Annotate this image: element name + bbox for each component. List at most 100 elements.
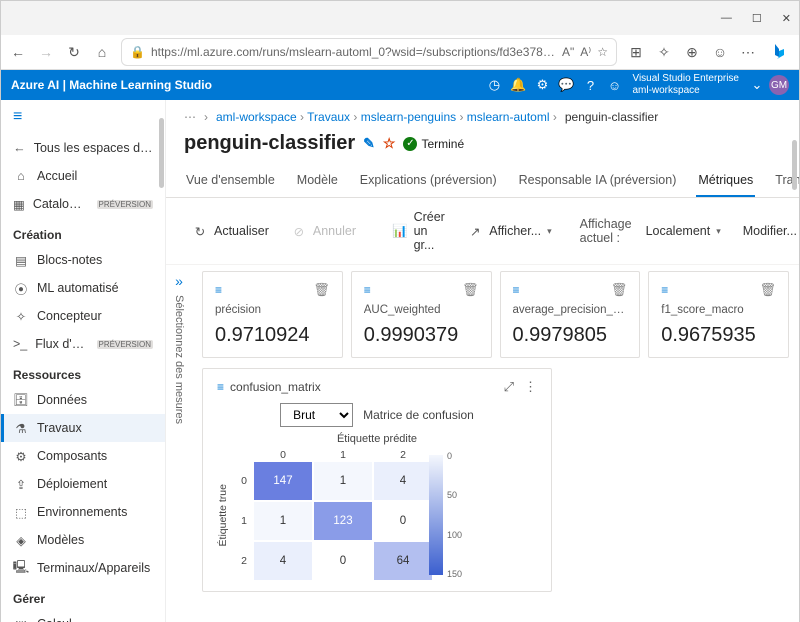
confusion-subtitle: Matrice de confusion bbox=[363, 408, 474, 422]
menu-toggle-icon[interactable]: ≡ bbox=[1, 100, 165, 134]
card-more-icon[interactable]: ⋮ bbox=[524, 379, 537, 395]
avatar[interactable]: GM bbox=[769, 75, 789, 95]
tab-1[interactable]: Modèle bbox=[295, 165, 340, 197]
forward-button[interactable]: → bbox=[37, 44, 55, 60]
smiley-icon[interactable]: ☺ bbox=[602, 78, 626, 93]
models-icon: ◈ bbox=[13, 532, 29, 548]
home-button[interactable]: ⌂ bbox=[93, 44, 111, 60]
measure-picker[interactable]: » Sélectionnez des mesures bbox=[166, 265, 192, 622]
more-icon[interactable]: ⋯ bbox=[739, 44, 757, 61]
row-header: 2 bbox=[235, 555, 253, 567]
sidebar-item-catalog[interactable]: ▦Catalogue de...PRÉVERSION bbox=[1, 190, 165, 218]
group-resources: Ressources bbox=[1, 358, 165, 386]
settings-icon[interactable]: ⚙ bbox=[530, 77, 554, 93]
metric-type-icon: ≡ bbox=[215, 283, 222, 297]
breadcrumb-link[interactable]: aml-workspace bbox=[216, 110, 297, 124]
terminals-icon: 🖳 bbox=[13, 560, 29, 576]
sidebar-item-home[interactable]: ⌂Accueil bbox=[1, 162, 165, 190]
measure-picker-label: Sélectionnez des mesures bbox=[173, 295, 185, 424]
account-switcher[interactable]: Visual Studio Enterprise aml-workspace bbox=[632, 73, 739, 97]
col-header: 2 bbox=[373, 449, 433, 461]
current-view-value[interactable]: Localement bbox=[638, 220, 729, 242]
designer-icon: ✧ bbox=[13, 308, 29, 324]
sidebar-item-designer[interactable]: ✧Concepteur bbox=[1, 302, 165, 330]
delete-card-icon[interactable]: 🗑 bbox=[611, 282, 628, 298]
metric-type-icon: ≡ bbox=[513, 283, 520, 297]
confusion-cell: 64 bbox=[373, 541, 433, 581]
account-chevron-icon[interactable]: ⌄ bbox=[745, 77, 769, 93]
edit-title-icon[interactable]: ✎ bbox=[363, 135, 375, 152]
create-chart-button[interactable]: 📊Créer un gr... bbox=[384, 206, 453, 256]
metric-card: ≡🗑AUC_weighted0.9990379 bbox=[351, 271, 492, 358]
feedback-icon[interactable]: 💬 bbox=[554, 77, 578, 93]
cancel-button: ⊘Annuler bbox=[283, 220, 364, 243]
refresh-icon: ↻ bbox=[192, 224, 208, 239]
sidebar-item-prompt[interactable]: >_Flux d'invitePRÉVERSION bbox=[1, 330, 165, 358]
sidebar-item-automl[interactable]: ⦿ML automatisé bbox=[1, 274, 165, 302]
sidebar: ≡ ← Tous les espaces de travail ⌂Accueil… bbox=[1, 100, 166, 622]
back-button[interactable]: ← bbox=[9, 44, 27, 60]
breadcrumb-link[interactable]: Travaux bbox=[307, 110, 350, 124]
product-title[interactable]: Azure AI | Machine Learning Studio bbox=[11, 78, 212, 92]
sidebar-item-env[interactable]: ⬚Environnements bbox=[1, 498, 165, 526]
sidebar-item-jobs[interactable]: ⚗Travaux bbox=[1, 414, 165, 442]
confusion-cell: 4 bbox=[373, 461, 433, 501]
metric-type-icon: ≡ bbox=[364, 283, 371, 297]
favorite-icon[interactable]: ☆ bbox=[597, 45, 608, 59]
favorite-star-icon[interactable]: ☆ bbox=[383, 135, 396, 152]
tab-2[interactable]: Explications (préversion) bbox=[358, 165, 499, 197]
tab-4[interactable]: Métriques bbox=[696, 165, 755, 197]
read-aloud-icon[interactable]: A⁾ bbox=[580, 45, 591, 59]
expand-icon[interactable]: ⤢ bbox=[504, 379, 514, 395]
data-icon: 🗄 bbox=[13, 392, 29, 408]
profile-icon[interactable]: ☺ bbox=[711, 44, 729, 60]
confusion-cell: 0 bbox=[313, 541, 373, 581]
main-scrollbar[interactable] bbox=[792, 140, 797, 190]
delete-card-icon[interactable]: 🗑 bbox=[313, 282, 330, 298]
window-controls: — ☐ ✕ bbox=[1, 1, 799, 35]
address-bar[interactable]: 🔒 https://ml.azure.com/runs/mslearn-auto… bbox=[121, 38, 617, 66]
favorites-bar-icon[interactable]: ✧ bbox=[655, 44, 673, 61]
close-window-button[interactable]: ✕ bbox=[782, 12, 791, 25]
refresh-button[interactable]: ↻Actualiser bbox=[184, 220, 277, 243]
sidebar-item-data[interactable]: 🗄Données bbox=[1, 386, 165, 414]
confusion-mode-select[interactable]: Brut bbox=[280, 403, 353, 427]
sidebar-item-compute[interactable]: ⬚Calcul bbox=[1, 610, 165, 622]
metric-name: average_precision_sco... bbox=[513, 304, 628, 316]
back-workspaces[interactable]: ← Tous les espaces de travail bbox=[1, 134, 165, 162]
view-button[interactable]: ↗Afficher... bbox=[459, 220, 559, 243]
tab-3[interactable]: Responsable IA (préversion) bbox=[517, 165, 679, 197]
delete-card-icon[interactable]: 🗑 bbox=[759, 282, 776, 298]
sidebar-item-models[interactable]: ◈Modèles bbox=[1, 526, 165, 554]
extensions-icon[interactable]: ⊞ bbox=[627, 44, 645, 61]
notifications-icon[interactable]: 🔔 bbox=[506, 77, 530, 93]
sidebar-item-deploy[interactable]: ⇪Déploiement bbox=[1, 470, 165, 498]
breadcrumb-current: penguin-classifier bbox=[565, 110, 658, 124]
cancel-icon: ⊘ bbox=[291, 224, 307, 239]
expand-measures-icon[interactable]: » bbox=[175, 273, 183, 289]
breadcrumb-link[interactable]: mslearn-penguins bbox=[361, 110, 456, 124]
edit-button[interactable]: Modifier... bbox=[735, 220, 799, 242]
legend-tick: 150 bbox=[447, 569, 462, 579]
metric-type-icon: ≡ bbox=[661, 283, 668, 297]
page-title-row: penguin-classifier ✎ ☆ ✓ Terminé bbox=[166, 128, 799, 165]
metric-card: ≡🗑f1_score_macro0.9675935 bbox=[648, 271, 789, 358]
collections-icon[interactable]: ⊕ bbox=[683, 44, 701, 61]
tab-0[interactable]: Vue d'ensemble bbox=[184, 165, 277, 197]
help-icon[interactable]: ? bbox=[578, 78, 602, 93]
reader-badge[interactable]: A" bbox=[562, 45, 574, 59]
metric-value: 0.9710924 bbox=[215, 324, 330, 347]
metric-name: précision bbox=[215, 304, 330, 316]
minimize-button[interactable]: — bbox=[721, 12, 732, 24]
delete-card-icon[interactable]: 🗑 bbox=[462, 282, 479, 298]
sidebar-item-notebook[interactable]: ▤Blocs-notes bbox=[1, 246, 165, 274]
maximize-button[interactable]: ☐ bbox=[752, 12, 762, 25]
sidebar-item-terminals[interactable]: 🖳Terminaux/Appareils bbox=[1, 554, 165, 582]
sidebar-scrollbar[interactable] bbox=[159, 118, 164, 188]
sidebar-item-components[interactable]: ⚙Composants bbox=[1, 442, 165, 470]
breadcrumb-link[interactable]: mslearn-automl bbox=[467, 110, 550, 124]
breadcrumb-overflow[interactable]: ⋯ bbox=[184, 110, 196, 124]
copilot-icon[interactable] bbox=[767, 40, 791, 64]
refresh-button[interactable]: ↻ bbox=[65, 44, 83, 61]
clock-icon[interactable]: ◷ bbox=[482, 77, 506, 93]
